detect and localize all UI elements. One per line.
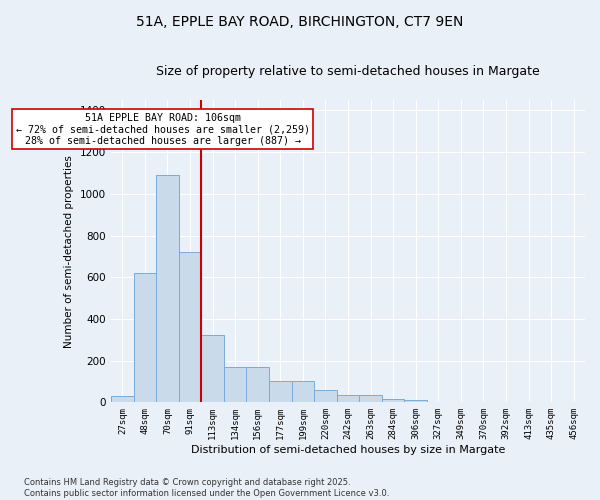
X-axis label: Distribution of semi-detached houses by size in Margate: Distribution of semi-detached houses by … xyxy=(191,445,505,455)
Bar xyxy=(224,367,247,402)
Text: 51A EPPLE BAY ROAD: 106sqm
← 72% of semi-detached houses are smaller (2,259)
28%: 51A EPPLE BAY ROAD: 106sqm ← 72% of semi… xyxy=(16,112,310,146)
Bar xyxy=(337,395,359,402)
Bar xyxy=(292,382,314,402)
Bar xyxy=(247,367,269,402)
Bar xyxy=(156,175,179,402)
Bar xyxy=(404,400,427,402)
Bar xyxy=(359,395,382,402)
Bar xyxy=(134,273,156,402)
Bar xyxy=(269,382,292,402)
Text: Contains HM Land Registry data © Crown copyright and database right 2025.
Contai: Contains HM Land Registry data © Crown c… xyxy=(24,478,389,498)
Title: Size of property relative to semi-detached houses in Margate: Size of property relative to semi-detach… xyxy=(156,65,540,78)
Text: 51A, EPPLE BAY ROAD, BIRCHINGTON, CT7 9EN: 51A, EPPLE BAY ROAD, BIRCHINGTON, CT7 9E… xyxy=(136,15,464,29)
Y-axis label: Number of semi-detached properties: Number of semi-detached properties xyxy=(64,154,74,348)
Bar xyxy=(179,252,202,402)
Bar xyxy=(202,334,224,402)
Bar xyxy=(111,396,134,402)
Bar xyxy=(314,390,337,402)
Bar xyxy=(382,399,404,402)
